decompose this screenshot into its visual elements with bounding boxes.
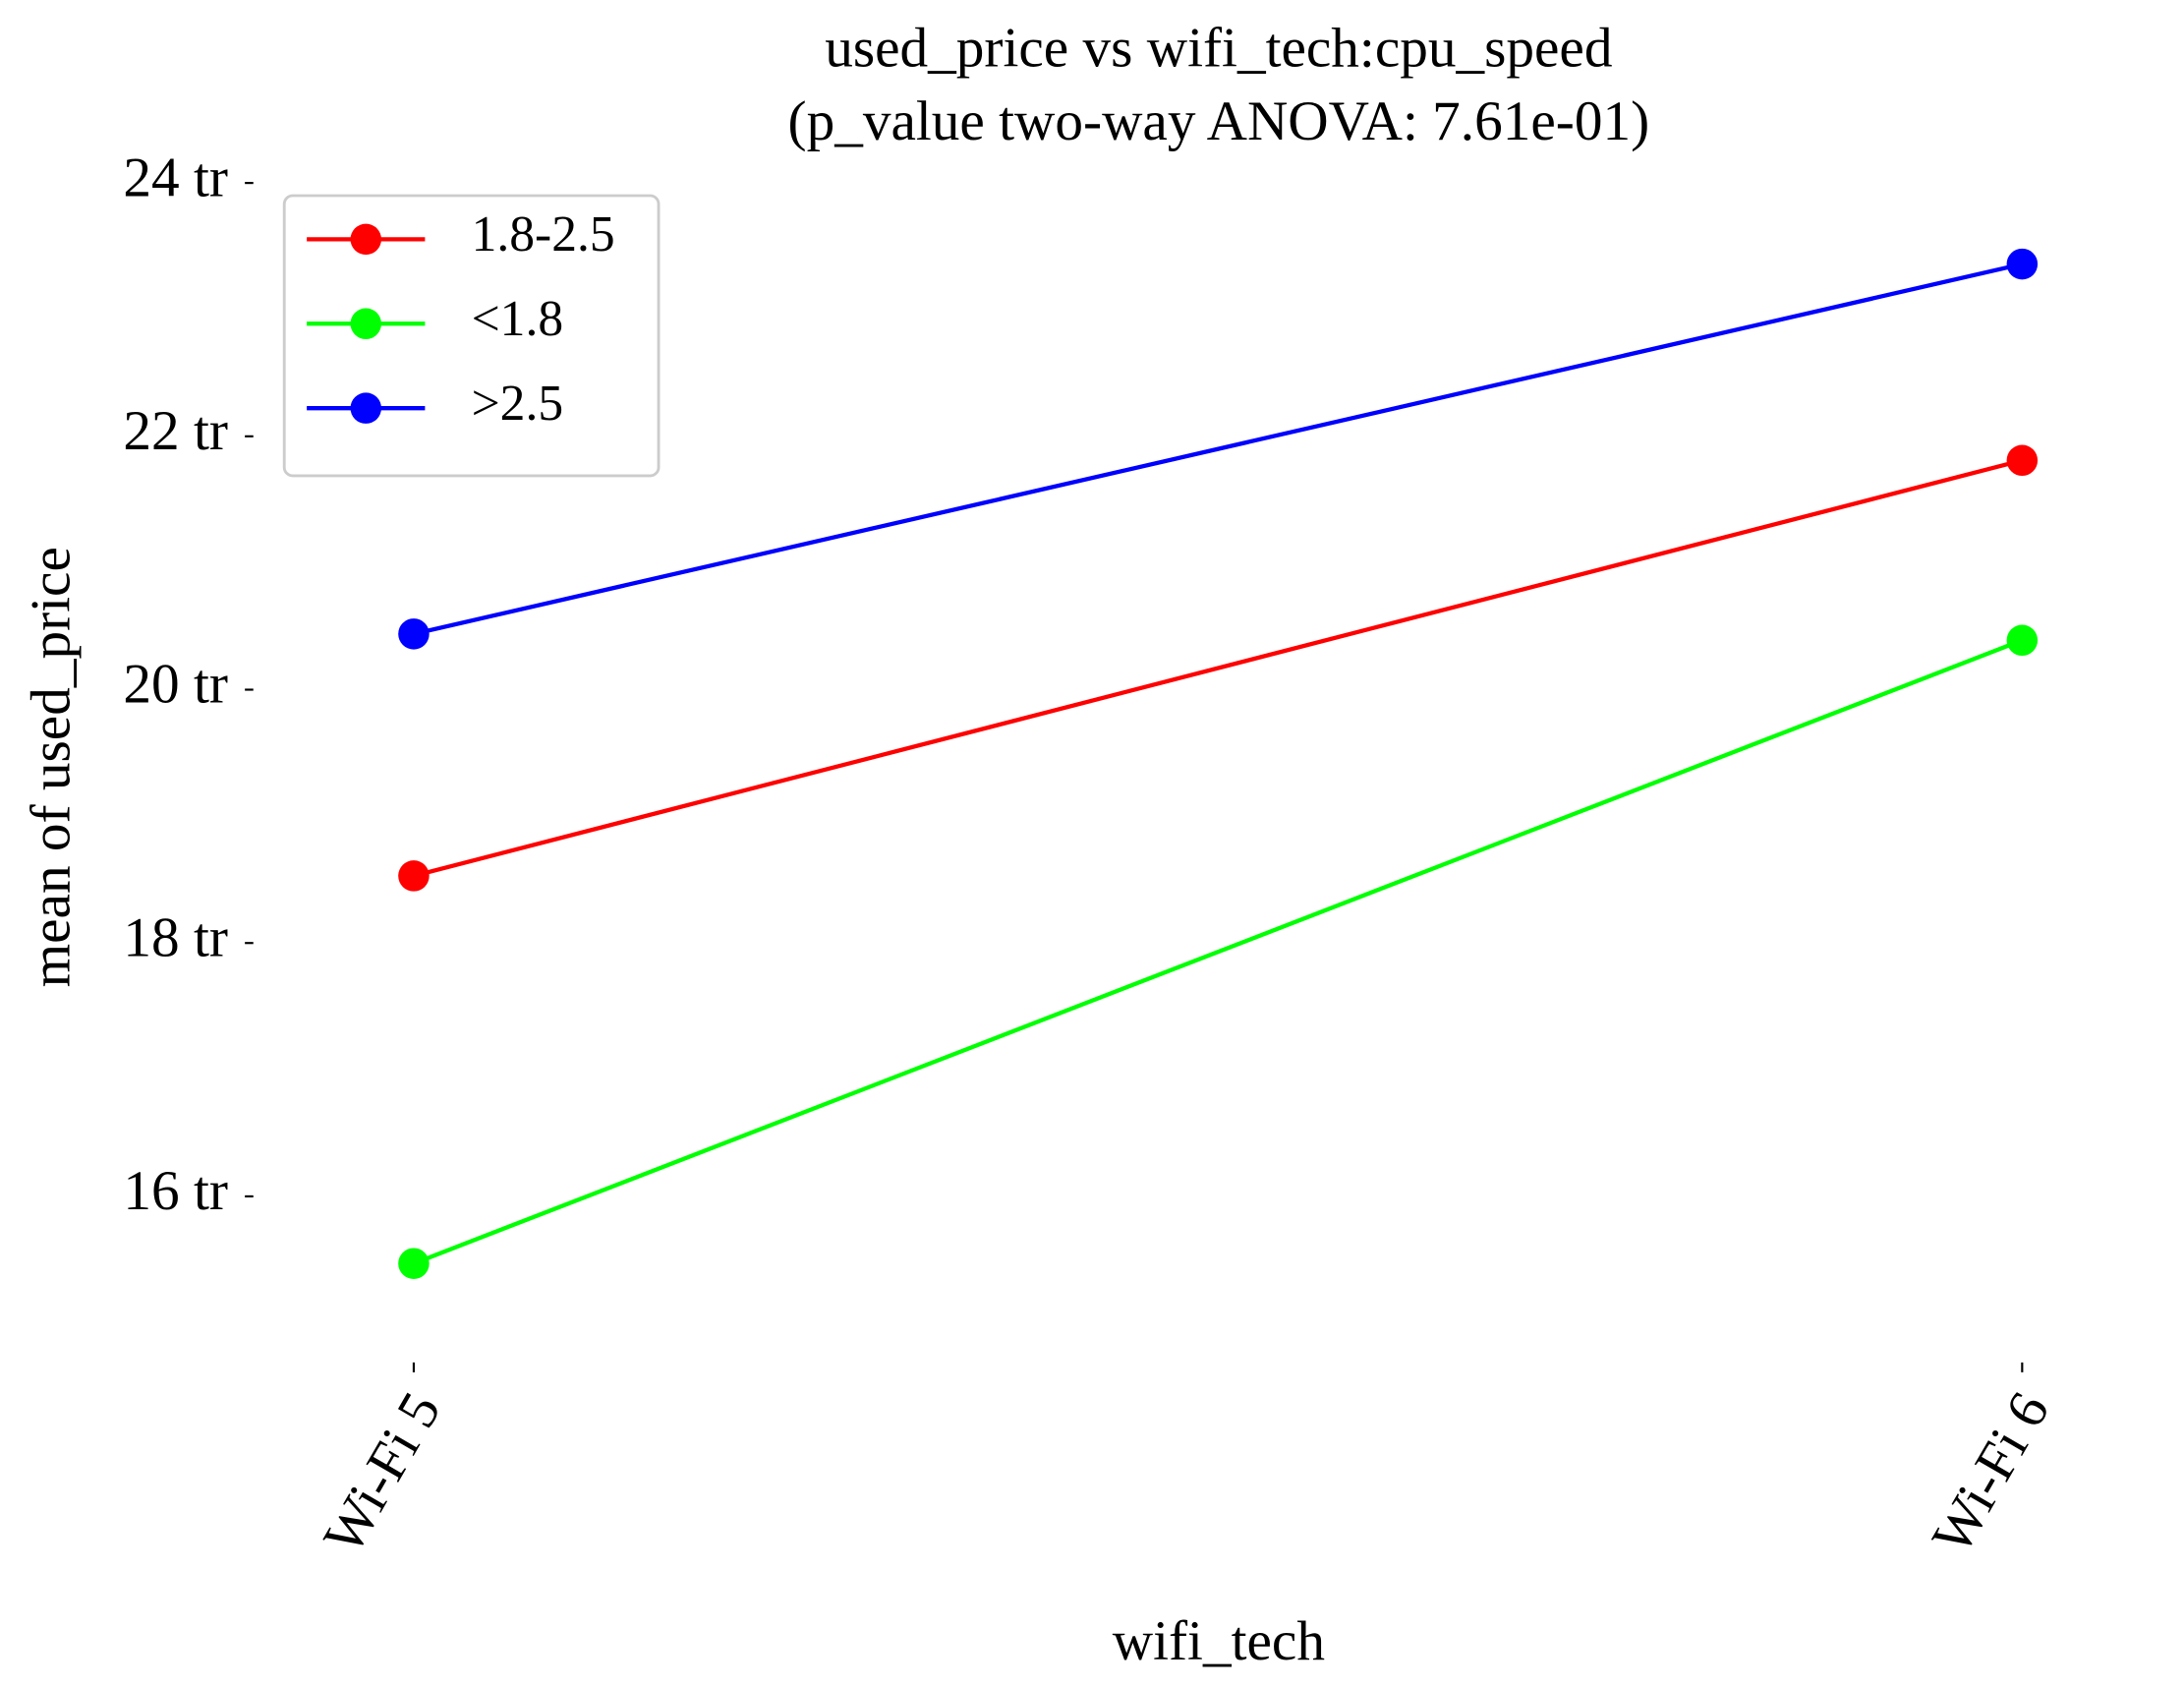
series-line [413,638,2024,1266]
legend-marker [350,223,382,256]
x-axis-label: wifi_tech [1113,1610,1325,1672]
data-point [2006,444,2039,477]
legend-label: <1.8 [472,291,563,347]
legend-label: >2.5 [472,376,563,432]
y-tick-label: 22 tr [123,400,228,462]
y-tick-label: 24 tr [123,146,228,208]
x-tick-label: Wi-Fi 6 [1921,1382,2061,1564]
y-tick-label: 20 tr [123,654,228,716]
y-tick-label: 18 tr [123,906,228,968]
y-axis-label: mean of used_price [20,547,82,987]
y-tick-label: 16 tr [123,1160,228,1222]
legend-marker [350,392,382,424]
data-point [398,860,430,892]
legend-label: 1.8-2.5 [472,206,615,262]
legend-marker [350,308,382,340]
data-point [398,618,430,650]
chart-title: used_price vs wifi_tech:cpu_speed [825,18,1612,80]
chart-subtitle: (p_value two-way ANOVA: 7.61e-01) [788,90,1650,152]
series-line [413,262,2023,636]
series-line [413,458,2023,879]
data-point [2006,624,2039,657]
x-tick-label: Wi-Fi 5 [312,1382,452,1564]
data-point [398,1248,430,1279]
data-point [2006,248,2039,280]
